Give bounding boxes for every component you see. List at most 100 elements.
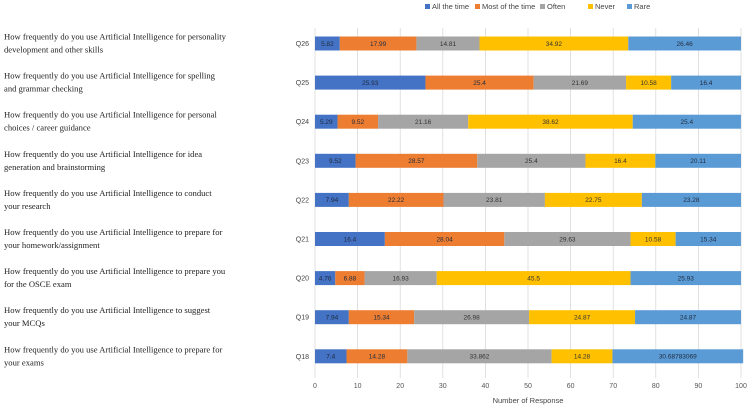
data-label: 15.34 <box>373 315 390 322</box>
bar-segment <box>384 232 505 246</box>
legend-label: Never <box>595 2 616 11</box>
bar-segment <box>533 75 627 90</box>
data-label: 7.4 <box>326 354 335 361</box>
data-label: 22.22 <box>388 197 405 204</box>
bar-segment <box>348 310 415 325</box>
category-code: Q24 <box>296 119 309 126</box>
bar-segment <box>477 153 586 168</box>
data-label: 25.93 <box>362 80 379 87</box>
question-text: your research <box>4 201 51 211</box>
legend-swatch <box>540 4 545 9</box>
data-label: 21.69 <box>572 80 589 87</box>
bar-segment <box>675 232 741 246</box>
data-label: 24.87 <box>680 315 697 322</box>
bar-segment <box>628 36 741 51</box>
data-label: 14.28 <box>574 354 591 361</box>
data-label: 25.4 <box>473 80 486 87</box>
bar-segment <box>671 75 741 90</box>
x-tick-label: 90 <box>695 383 703 390</box>
data-label: 28.57 <box>408 158 425 165</box>
bar-segment <box>364 271 437 286</box>
bar-segment <box>443 192 545 207</box>
legend-label: All the time <box>432 2 469 11</box>
question-text: development and other skills <box>4 45 104 55</box>
question-text: How frequently do you use Artificial Int… <box>4 188 212 198</box>
x-tick-label: 30 <box>439 383 447 390</box>
data-label: 5.82 <box>321 41 334 48</box>
bar-segment <box>315 349 347 364</box>
question-text: How frequently do you use Artificial Int… <box>4 227 222 237</box>
data-label: 22.75 <box>585 197 602 204</box>
data-label: 25.4 <box>525 158 538 165</box>
x-tick-label: 40 <box>482 383 490 390</box>
data-label: 23.28 <box>683 197 700 204</box>
x-tick-label: 60 <box>567 383 575 390</box>
data-label: 14.81 <box>440 41 457 48</box>
bar-segment <box>641 192 741 207</box>
legend-label: Most of the time <box>482 2 535 11</box>
data-label: 17.99 <box>370 41 387 48</box>
bar-segment <box>551 349 613 364</box>
bar-segment <box>630 271 741 286</box>
data-label: 38.62 <box>542 119 559 126</box>
bar-segment <box>626 75 672 90</box>
question-text: your exams <box>4 357 45 367</box>
bar-segment <box>407 349 552 364</box>
data-label: 9.52 <box>329 158 342 165</box>
bar-segment <box>378 114 469 129</box>
data-label: 26.46 <box>676 41 693 48</box>
bar-segment <box>416 36 480 51</box>
x-tick-label: 50 <box>524 383 532 390</box>
bar-segment <box>315 114 338 129</box>
bar-segment <box>315 153 356 168</box>
data-label: 21.16 <box>415 119 432 126</box>
bar-segment <box>315 232 385 246</box>
data-label: 20.11 <box>690 158 706 165</box>
data-label: 14.28 <box>369 354 386 361</box>
bar-segment <box>346 349 408 364</box>
bar-segment <box>632 114 741 129</box>
question-text: your homework/assignment <box>4 240 100 250</box>
question-text: for the OSCE exam <box>4 279 72 289</box>
bar-segment <box>315 36 340 51</box>
bar-segment <box>436 271 631 286</box>
category-code: Q26 <box>296 41 309 48</box>
legend-label: Rare <box>634 2 650 11</box>
bar-segment <box>479 36 629 51</box>
data-label: 25.93 <box>678 275 695 282</box>
data-label: 7.94 <box>326 315 339 322</box>
legend-label: Often <box>547 2 565 11</box>
bar-segment <box>339 36 417 51</box>
bar-segment <box>414 310 530 325</box>
question-text: choices / career guidance <box>4 123 91 133</box>
question-text: How frequently do you use Artificial Int… <box>4 71 216 81</box>
bar-segment <box>348 192 444 207</box>
data-label: 7.94 <box>326 197 339 204</box>
legend-swatch <box>627 4 632 9</box>
bar-segment <box>355 153 478 168</box>
data-label: 10.58 <box>645 236 662 243</box>
data-label: 16.4 <box>344 236 357 243</box>
question-text: generation and brainstorming <box>4 162 106 172</box>
data-label: 45.5 <box>527 275 540 282</box>
bar-segment <box>315 310 349 325</box>
x-tick-label: 10 <box>354 383 362 390</box>
data-label: 5.29 <box>320 119 333 126</box>
legend-swatch <box>425 4 430 9</box>
x-tick-label: 20 <box>396 383 404 390</box>
bar-segment <box>425 75 534 90</box>
legend-swatch <box>588 4 593 9</box>
legend-swatch <box>475 4 480 9</box>
bar-segment <box>504 232 631 246</box>
data-label: 29.63 <box>559 236 576 243</box>
category-code: Q21 <box>296 237 309 244</box>
data-label: 9.52 <box>351 119 364 126</box>
data-label: 10.58 <box>640 80 657 87</box>
question-text: How frequently do you use Artificial Int… <box>4 344 222 354</box>
x-tick-label: 100 <box>735 383 747 390</box>
data-label: 33.862 <box>470 354 490 361</box>
bar-segment <box>655 153 741 168</box>
question-text: How frequently do you use Artificial Int… <box>4 110 217 120</box>
